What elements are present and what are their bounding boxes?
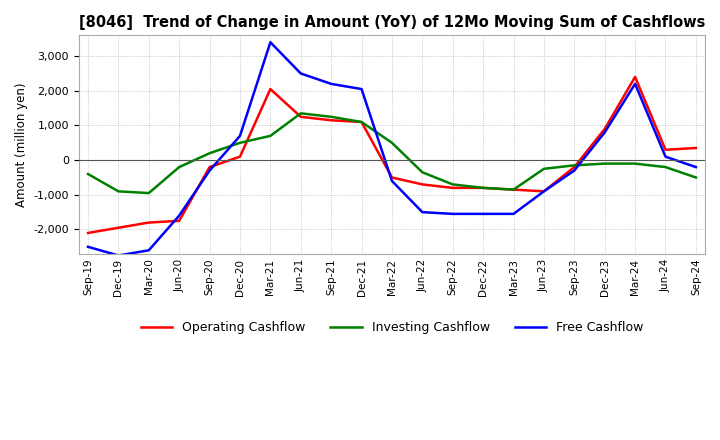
- Free Cashflow: [692, 165, 701, 170]
- Investing Cashflow: [539, 166, 548, 172]
- Line: Operating Cashflow: Operating Cashflow: [88, 77, 696, 233]
- Free Cashflow: [631, 81, 639, 87]
- Free Cashflow: [539, 189, 548, 194]
- Operating Cashflow: [449, 185, 457, 191]
- Free Cashflow: [570, 168, 579, 173]
- Investing Cashflow: [509, 187, 518, 192]
- Operating Cashflow: [661, 147, 670, 152]
- Operating Cashflow: [570, 165, 579, 170]
- Line: Free Cashflow: Free Cashflow: [88, 42, 696, 256]
- Investing Cashflow: [570, 163, 579, 168]
- Operating Cashflow: [600, 126, 609, 132]
- Free Cashflow: [509, 211, 518, 216]
- Investing Cashflow: [297, 111, 305, 116]
- Operating Cashflow: [387, 175, 396, 180]
- Investing Cashflow: [175, 165, 184, 170]
- Title: [8046]  Trend of Change in Amount (YoY) of 12Mo Moving Sum of Cashflows: [8046] Trend of Change in Amount (YoY) o…: [78, 15, 705, 30]
- Operating Cashflow: [692, 145, 701, 150]
- Free Cashflow: [357, 86, 366, 92]
- Free Cashflow: [297, 71, 305, 76]
- Free Cashflow: [266, 40, 275, 45]
- Investing Cashflow: [235, 140, 244, 146]
- Y-axis label: Amount (million yen): Amount (million yen): [15, 82, 28, 207]
- Free Cashflow: [235, 133, 244, 139]
- Operating Cashflow: [114, 225, 122, 231]
- Free Cashflow: [387, 178, 396, 183]
- Operating Cashflow: [479, 185, 487, 191]
- Investing Cashflow: [631, 161, 639, 166]
- Operating Cashflow: [175, 218, 184, 224]
- Free Cashflow: [661, 154, 670, 159]
- Operating Cashflow: [145, 220, 153, 225]
- Free Cashflow: [479, 211, 487, 216]
- Free Cashflow: [114, 253, 122, 258]
- Operating Cashflow: [266, 86, 275, 92]
- Investing Cashflow: [114, 189, 122, 194]
- Investing Cashflow: [327, 114, 336, 119]
- Operating Cashflow: [631, 74, 639, 80]
- Investing Cashflow: [692, 175, 701, 180]
- Investing Cashflow: [387, 140, 396, 146]
- Operating Cashflow: [418, 182, 427, 187]
- Legend: Operating Cashflow, Investing Cashflow, Free Cashflow: Operating Cashflow, Investing Cashflow, …: [135, 316, 648, 339]
- Investing Cashflow: [266, 133, 275, 139]
- Operating Cashflow: [509, 187, 518, 192]
- Free Cashflow: [84, 244, 92, 249]
- Investing Cashflow: [449, 182, 457, 187]
- Operating Cashflow: [205, 165, 214, 170]
- Operating Cashflow: [327, 117, 336, 123]
- Investing Cashflow: [600, 161, 609, 166]
- Investing Cashflow: [205, 150, 214, 156]
- Free Cashflow: [175, 213, 184, 218]
- Operating Cashflow: [84, 230, 92, 235]
- Free Cashflow: [449, 211, 457, 216]
- Free Cashflow: [327, 81, 336, 87]
- Operating Cashflow: [539, 189, 548, 194]
- Investing Cashflow: [145, 191, 153, 196]
- Free Cashflow: [145, 248, 153, 253]
- Investing Cashflow: [84, 171, 92, 176]
- Investing Cashflow: [479, 185, 487, 191]
- Operating Cashflow: [357, 119, 366, 125]
- Investing Cashflow: [418, 170, 427, 175]
- Operating Cashflow: [297, 114, 305, 119]
- Investing Cashflow: [357, 119, 366, 125]
- Line: Investing Cashflow: Investing Cashflow: [88, 114, 696, 193]
- Free Cashflow: [205, 168, 214, 173]
- Operating Cashflow: [235, 154, 244, 159]
- Free Cashflow: [600, 130, 609, 135]
- Free Cashflow: [418, 209, 427, 215]
- Investing Cashflow: [661, 165, 670, 170]
